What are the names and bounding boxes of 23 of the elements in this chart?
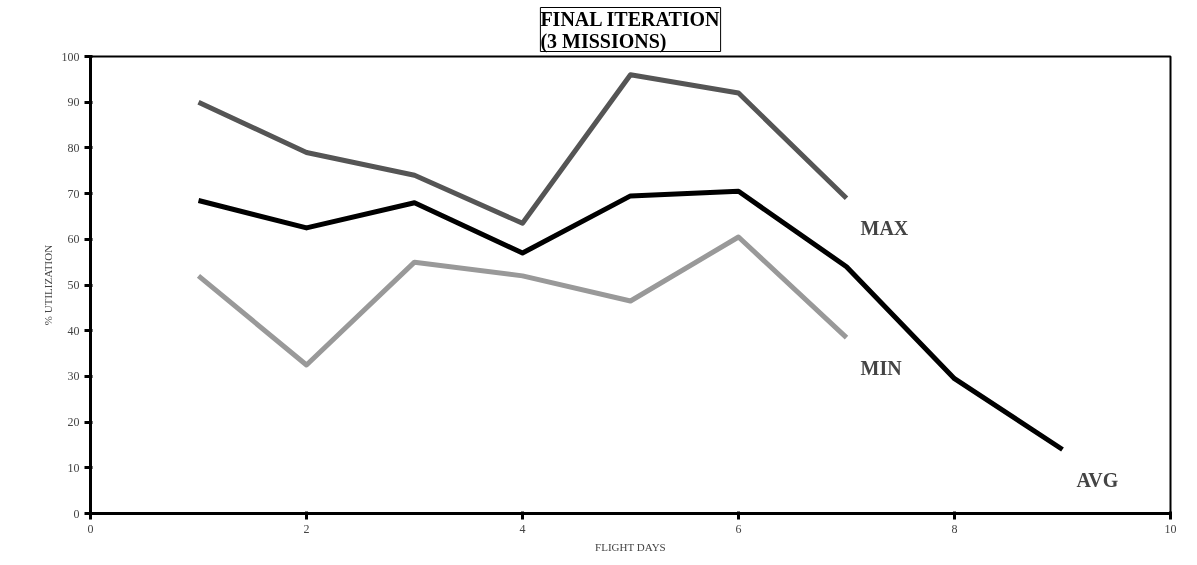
y-axis-title: % UTILIZATION (41, 244, 54, 326)
y-tick-label: 30 (67, 369, 80, 384)
x-tick-label: 4 (519, 521, 526, 536)
x-tick-label: 8 (951, 521, 958, 536)
y-tick-label: 90 (67, 95, 80, 110)
x-tick-label: 6 (735, 521, 742, 536)
series-label: MIN (860, 356, 903, 379)
series-label: MAX (860, 217, 909, 240)
y-tick-label: 100 (61, 49, 80, 64)
y-tick-label: 0 (73, 506, 80, 521)
x-tick-label: 0 (87, 521, 94, 536)
chart-title: FINAL ITERATION (3 MISSIONS) (540, 7, 721, 53)
y-tick-label: 10 (67, 460, 80, 475)
y-tick-label: 70 (67, 186, 80, 201)
series-label: AVG (1076, 468, 1119, 491)
x-tick-label: 2 (303, 521, 310, 536)
y-tick-label: 60 (67, 232, 80, 247)
y-tick-label: 40 (67, 323, 80, 338)
y-tick-label: 80 (67, 140, 80, 155)
x-axis-title: FLIGHT DAYS (595, 540, 666, 553)
x-tick-label: 10 (1164, 521, 1177, 536)
y-tick-label: 20 (67, 415, 80, 430)
y-tick-label: 50 (67, 278, 80, 292)
